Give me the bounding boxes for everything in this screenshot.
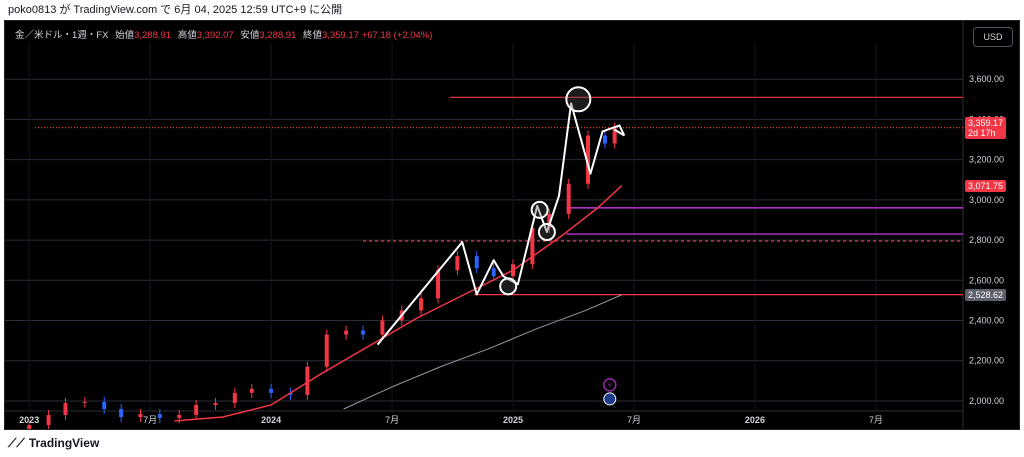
- last-price-tag: 3,359.17 2d 17h: [965, 116, 1007, 139]
- y-tick-label: 3,200.00: [969, 155, 1004, 165]
- candle-body: [361, 330, 366, 335]
- candle-body: [474, 256, 479, 269]
- lightning-event-icon: [603, 378, 617, 392]
- candle-body: [530, 228, 535, 265]
- candle-body: [612, 127, 617, 144]
- change-value: +67.18 (+2.04%): [361, 30, 433, 41]
- ma-slow-tag: 2,528.62: [965, 289, 1007, 302]
- candle-body: [27, 425, 32, 429]
- candle-body: [177, 415, 182, 419]
- annotation-circle: [499, 277, 518, 296]
- candle-body: [602, 135, 607, 144]
- candle-body: [380, 320, 385, 335]
- ma-fast-line: [174, 185, 623, 422]
- x-tick-label: 7月: [385, 415, 399, 425]
- annotation-arrowhead: [613, 128, 625, 137]
- x-tick-label: 2026: [745, 415, 765, 425]
- x-tick-label: 2025: [503, 415, 523, 425]
- candle-body: [269, 388, 274, 393]
- candle-body: [249, 388, 254, 393]
- candle-body: [491, 268, 496, 277]
- y-tick-label: 2,200.00: [969, 356, 1004, 366]
- candle-body: [324, 334, 329, 367]
- candle-body: [344, 330, 349, 335]
- candle-body: [63, 402, 68, 416]
- last-price-value: 3,359.17: [968, 117, 1004, 128]
- ma-slow-line: [343, 294, 623, 410]
- candle-body: [213, 402, 218, 405]
- y-tick-label: 2,600.00: [969, 275, 1004, 285]
- candle-body: [305, 366, 310, 395]
- x-tick-label: 7月: [143, 415, 157, 425]
- x-tick-label: 7月: [627, 415, 641, 425]
- bar-countdown: 2d 17h: [968, 127, 996, 138]
- open-label: 始値: [115, 30, 135, 41]
- candle-body: [547, 213, 552, 229]
- symbol-legend: 金／米ドル・1週・FX 始値3,288.91 高値3,392.07 安値3,28…: [15, 27, 432, 41]
- low-label: 安値: [240, 30, 260, 41]
- ma-fast-tag: 3,071.75: [965, 179, 1007, 192]
- open-value: 3,288.91: [134, 30, 172, 41]
- currency-button[interactable]: USD: [973, 27, 1013, 47]
- us-flag-event-icon: [603, 392, 617, 406]
- candle-body: [419, 298, 424, 311]
- y-tick-label: 3,600.00: [969, 74, 1004, 84]
- annotation-circle: [530, 200, 549, 219]
- candle-body: [436, 270, 441, 299]
- annotation-circle: [565, 86, 592, 113]
- candle-body: [138, 414, 143, 418]
- y-tick-label: 2,400.00: [969, 316, 1004, 326]
- y-tick-label: 3,000.00: [969, 195, 1004, 205]
- candle-body: [194, 404, 199, 416]
- x-tick-label: 2023: [19, 415, 39, 425]
- candle-body: [82, 401, 87, 403]
- candle-body: [119, 408, 124, 418]
- close-label: 終値: [303, 30, 323, 41]
- low-value: 3,288.91: [259, 30, 297, 41]
- candle-body: [232, 392, 237, 403]
- candle-body: [157, 414, 162, 419]
- publisher-line: poko0813 が TradingView.com で 6月 04, 2025…: [0, 0, 1024, 20]
- high-label: 高値: [177, 30, 197, 41]
- lightning-glyph-icon: ⚡: [607, 381, 613, 390]
- annotation-circle: [537, 223, 556, 242]
- x-tick-label: 7月: [869, 415, 883, 425]
- x-tick-label: 2024: [261, 415, 281, 425]
- chart-panel[interactable]: 金／米ドル・1週・FX 始値3,288.91 高値3,392.07 安値3,28…: [4, 20, 1020, 430]
- candle-body: [586, 135, 591, 184]
- y-tick-label: 2,800.00: [969, 235, 1004, 245]
- footer-brand: TradingView: [28, 436, 100, 450]
- candle-body: [288, 392, 293, 395]
- high-value: 3,392.07: [196, 30, 234, 41]
- candles-group: [27, 122, 617, 429]
- candle-body: [46, 415, 51, 426]
- annotation-zigzag: [376, 102, 626, 346]
- candle-body: [455, 256, 460, 271]
- candle-body: [102, 401, 107, 409]
- tradingview-footer: ⟋⟋ TradingView: [8, 433, 99, 453]
- y-tick-label: 2,000.00: [969, 396, 1004, 406]
- candle-body: [566, 183, 571, 214]
- tradingview-logo-icon: ⟋⟋: [8, 436, 25, 450]
- price-chart[interactable]: 3,600.003,400.003,200.003,000.002,800.00…: [5, 21, 1019, 429]
- close-value: 3,359.17: [322, 30, 359, 41]
- symbol-name: 金／米ドル・1週・FX: [15, 30, 109, 41]
